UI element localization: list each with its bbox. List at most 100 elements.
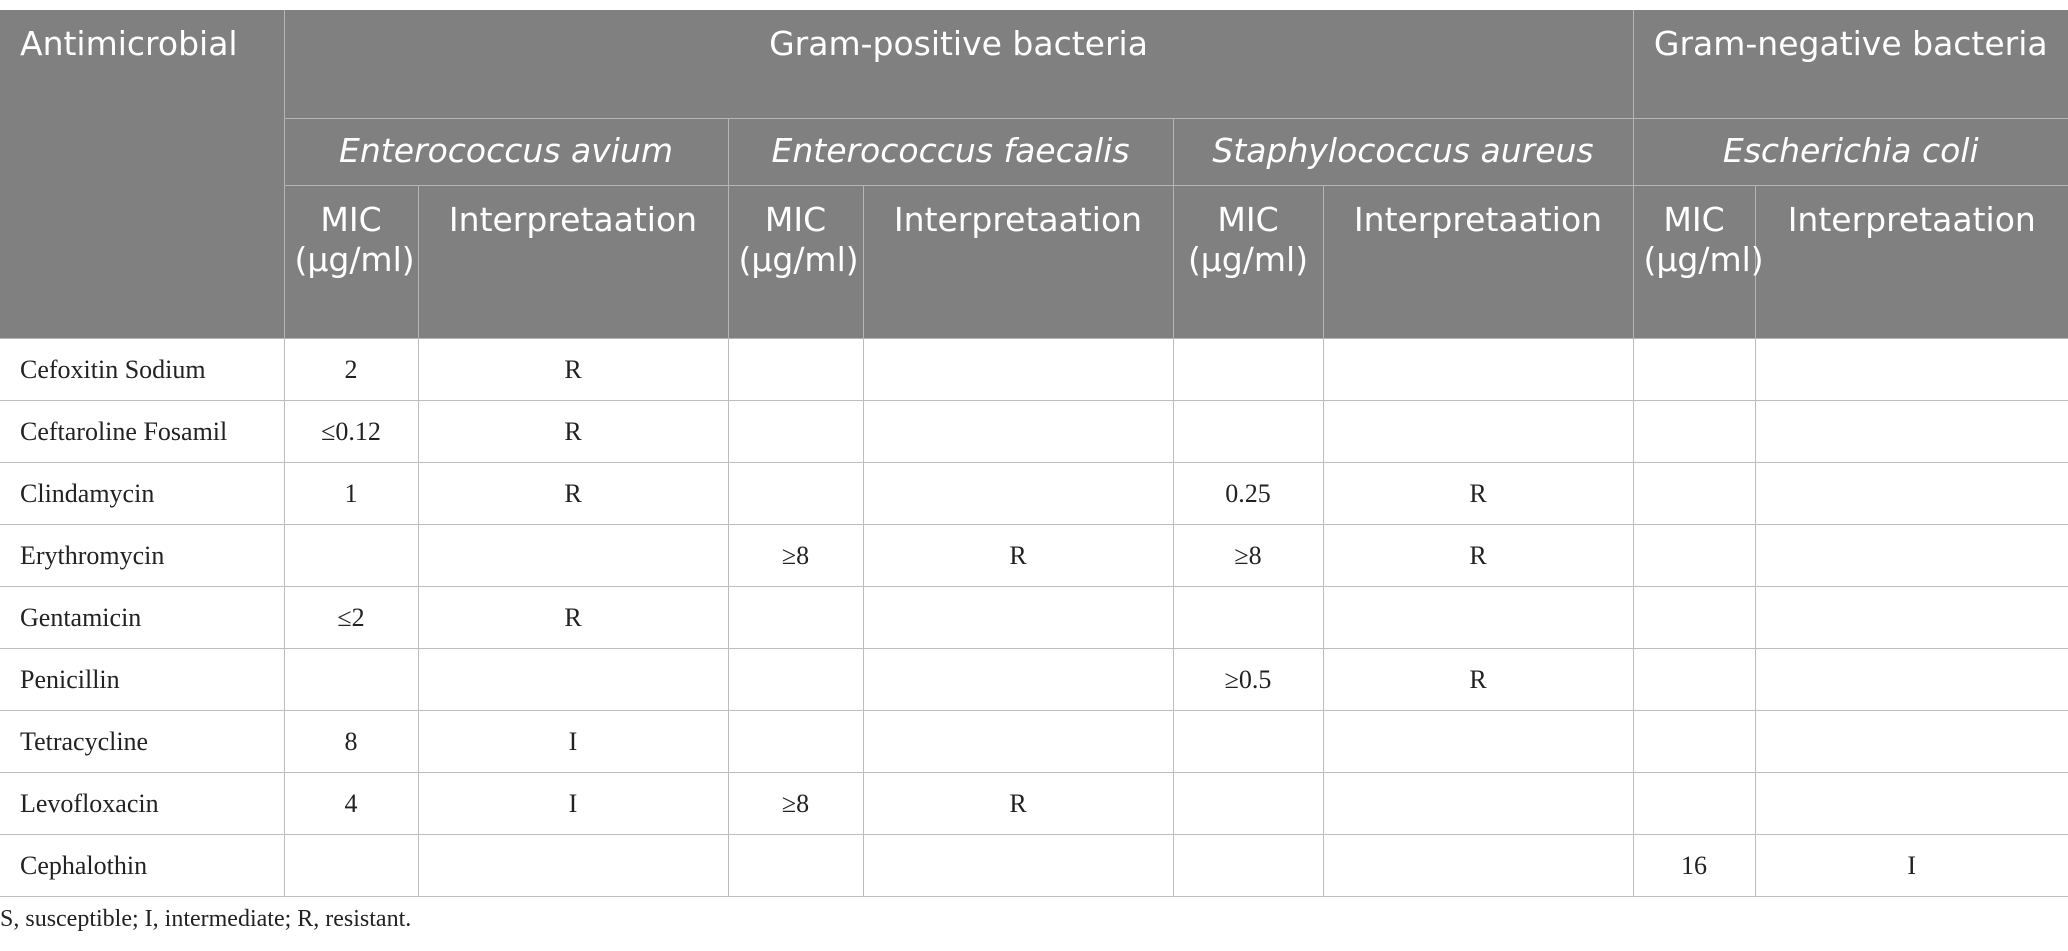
empty-cell <box>862 338 1174 401</box>
empty-cell <box>727 400 864 463</box>
value-cell: ≤0.12 <box>283 400 419 463</box>
table-row: Levofloxacin 4 I ≥8 R <box>0 772 2068 835</box>
empty-cell <box>1632 400 1756 463</box>
mic-table: Antimicrobial Gram-positive bacteria Gra… <box>0 10 2068 897</box>
empty-cell <box>1632 462 1756 525</box>
value-cell: I <box>1754 834 2068 897</box>
empty-cell <box>1754 524 2068 587</box>
empty-cell <box>862 586 1174 649</box>
table-row: Tetracycline 8 I <box>0 710 2068 773</box>
empty-cell <box>1632 710 1756 773</box>
antimicrobial-cell: Gentamicin <box>0 586 285 649</box>
value-cell: ≥8 <box>1172 524 1324 587</box>
value-cell: R <box>862 524 1174 587</box>
empty-cell <box>727 586 864 649</box>
table-body: Cefoxitin Sodium 2 R Ceftaroline Fosamil ≤0.… <box>0 338 2068 897</box>
species-header: Escherichia coli <box>1632 118 2068 186</box>
antimicrobial-cell: Levofloxacin <box>0 772 285 835</box>
empty-cell <box>1172 772 1324 835</box>
value-cell: R <box>417 586 729 649</box>
empty-cell <box>1754 648 2068 711</box>
empty-cell <box>862 834 1174 897</box>
empty-cell <box>1632 586 1756 649</box>
interpretation-header: Interpretaation <box>1754 185 2068 339</box>
empty-cell <box>417 834 729 897</box>
empty-cell <box>1632 648 1756 711</box>
empty-cell <box>1754 586 2068 649</box>
value-cell: R <box>1322 462 1634 525</box>
mic-header: MIC (μg/ml) <box>283 185 418 339</box>
value-cell: R <box>1322 648 1634 711</box>
mic-header: MIC (μg/ml) <box>727 185 863 339</box>
empty-cell <box>1172 586 1324 649</box>
value-cell: R <box>417 400 729 463</box>
value-cell: R <box>862 772 1174 835</box>
value-cell: 8 <box>283 710 419 773</box>
value-cell: 16 <box>1632 834 1756 897</box>
antimicrobial-cell: Penicillin <box>0 648 285 711</box>
table-row: Erythromycin ≥8 R ≥8 R <box>0 524 2068 587</box>
table-row: Cefoxitin Sodium 2 R <box>0 338 2068 401</box>
empty-cell <box>1172 710 1324 773</box>
empty-cell <box>1754 772 2068 835</box>
empty-cell <box>1754 710 2068 773</box>
empty-cell <box>1322 834 1634 897</box>
value-cell: R <box>417 338 729 401</box>
mic-header: MIC (μg/ml) <box>1172 185 1323 339</box>
empty-cell <box>1632 338 1756 401</box>
empty-cell <box>1322 772 1634 835</box>
empty-cell <box>727 834 864 897</box>
antimicrobial-cell: Tetracycline <box>0 710 285 773</box>
value-cell: R <box>417 462 729 525</box>
empty-cell <box>862 462 1174 525</box>
empty-cell <box>417 648 729 711</box>
species-header: Enterococcus faecalis <box>727 118 1173 186</box>
empty-cell <box>1172 338 1324 401</box>
antimicrobial-cell: Cefoxitin Sodium <box>0 338 285 401</box>
empty-cell <box>1322 400 1634 463</box>
interpretation-header: Interpretaation <box>1322 185 1634 339</box>
antimicrobial-cell: Erythromycin <box>0 524 285 587</box>
value-cell: 0.25 <box>1172 462 1324 525</box>
value-cell: R <box>1322 524 1634 587</box>
empty-cell <box>1322 586 1634 649</box>
empty-cell <box>862 710 1174 773</box>
table-row: Cephalothin 16 I <box>0 834 2068 897</box>
empty-cell <box>1754 462 2068 525</box>
table-row: Gentamicin ≤2 R <box>0 586 2068 649</box>
antimicrobial-cell: Cephalothin <box>0 834 285 897</box>
empty-cell <box>862 400 1174 463</box>
empty-cell <box>283 834 419 897</box>
empty-cell <box>1172 400 1324 463</box>
group-header: Gram-positive bacteria <box>283 10 1634 119</box>
empty-cell <box>1322 710 1634 773</box>
footnote: S, susceptible; I, intermediate; R, resi… <box>0 906 412 932</box>
empty-cell <box>727 710 864 773</box>
value-cell: I <box>417 772 729 835</box>
table-header: Antimicrobial Gram-positive bacteria Gra… <box>0 10 2068 339</box>
interpretation-header: Interpretaation <box>862 185 1173 339</box>
value-cell: 1 <box>283 462 419 525</box>
group-header: Gram-negative bacteria <box>1632 10 2068 119</box>
interpretation-header: Interpretaation <box>417 185 728 339</box>
value-cell: ≤2 <box>283 586 419 649</box>
empty-cell <box>283 648 419 711</box>
value-cell: I <box>417 710 729 773</box>
empty-cell <box>1754 338 2068 401</box>
table-row: Clindamycin 1 R 0.25 R <box>0 462 2068 525</box>
empty-cell <box>1754 400 2068 463</box>
table-row: Ceftaroline Fosamil ≤0.12 R <box>0 400 2068 463</box>
value-cell: ≥8 <box>727 524 864 587</box>
empty-cell <box>727 338 864 401</box>
header-cell: Antimicrobial <box>0 10 284 339</box>
value-cell: ≥8 <box>727 772 864 835</box>
empty-cell <box>727 648 864 711</box>
value-cell: ≥0.5 <box>1172 648 1324 711</box>
mic-header: MIC (μg/ml) <box>1632 185 1764 339</box>
empty-cell <box>1322 338 1634 401</box>
value-cell: 2 <box>283 338 419 401</box>
empty-cell <box>727 462 864 525</box>
value-cell: 4 <box>283 772 419 835</box>
antimicrobial-cell: Clindamycin <box>0 462 285 525</box>
